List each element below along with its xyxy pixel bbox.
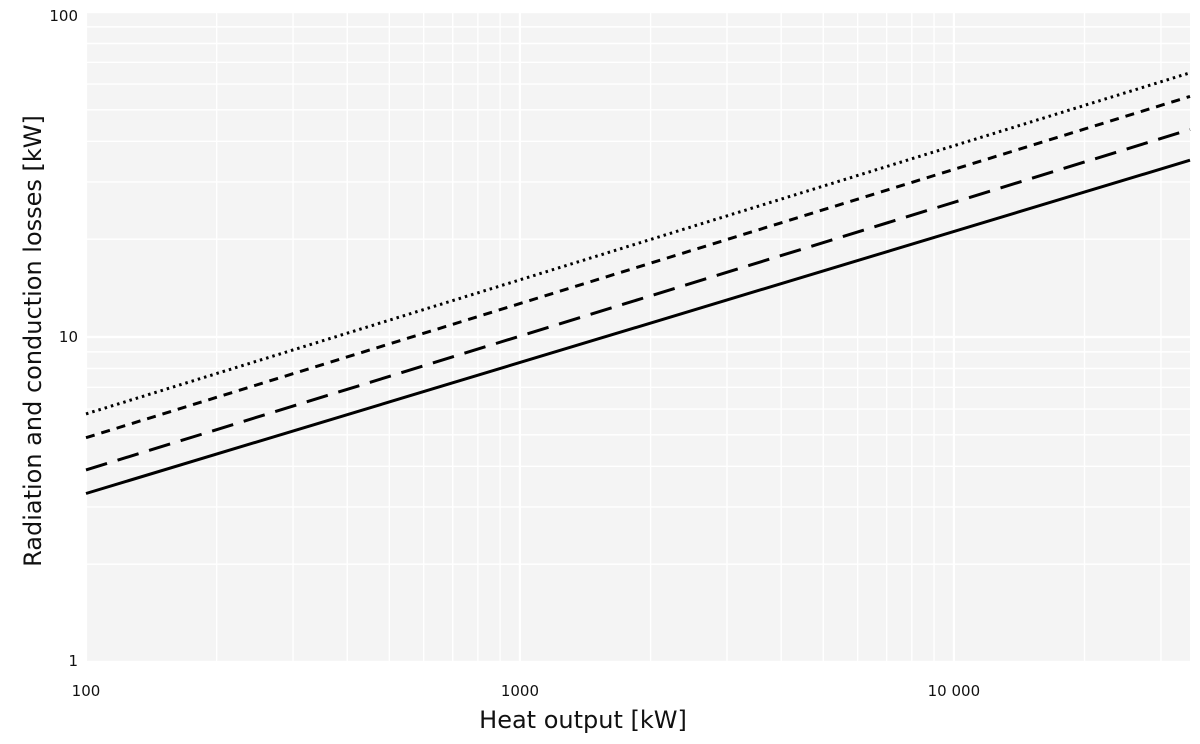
series-line-dotted xyxy=(85,71,1191,416)
y-tick-labels: 1 10 100 xyxy=(49,7,78,670)
y-tick-label: 10 xyxy=(59,328,78,346)
x-axis-label: Heat output [kW] xyxy=(479,706,687,734)
x-tick-label: 100 xyxy=(72,682,101,700)
x-tick-label: 10 000 xyxy=(928,682,981,700)
y-tick-label: 1 xyxy=(68,652,78,670)
y-axis-label: Radiation and conduction losses [kW] xyxy=(19,115,47,567)
series-layer xyxy=(85,71,1191,495)
x-tick-labels: 100 1000 10 000 xyxy=(72,682,980,700)
x-tick-label: 1000 xyxy=(501,682,539,700)
series-line-short-dash xyxy=(85,94,1191,440)
major-gridlines xyxy=(84,10,1190,664)
series-line-long-dash xyxy=(85,128,1191,472)
series-line-solid xyxy=(85,158,1191,495)
y-tick-label: 100 xyxy=(49,7,78,25)
